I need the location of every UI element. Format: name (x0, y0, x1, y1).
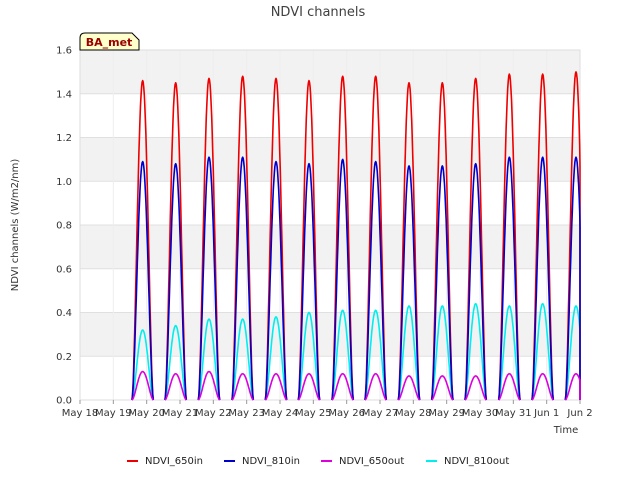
y-tick-label: 1.0 (56, 177, 72, 188)
legend-label: NDVI_810out (444, 456, 509, 467)
site-badge: BA_met (79, 32, 140, 51)
series-line-ndvi-810in (131, 156, 581, 401)
x-tick-label: May 24 (262, 408, 299, 419)
x-tick-label: May 26 (328, 408, 365, 419)
plot-band (80, 225, 580, 269)
legend-label: NDVI_650out (339, 456, 404, 467)
series-layer (131, 71, 581, 401)
y-tick-label: 0.8 (56, 221, 72, 232)
x-tick-label: Jun 2 (566, 408, 592, 419)
x-axis-title: Time (553, 425, 578, 436)
x-tick-label: May 25 (295, 408, 332, 419)
x-tick-label: Jun 1 (533, 408, 559, 419)
chart-title: NDVI channels (271, 5, 366, 20)
x-tick-label: May 28 (395, 408, 432, 419)
x-tick-label: May 20 (128, 408, 165, 419)
plot-bands (80, 50, 580, 357)
y-tick-label: 0.0 (56, 396, 72, 407)
x-tick-label: May 22 (195, 408, 232, 419)
plot-band (80, 50, 580, 94)
y-tick-label: 1.4 (56, 89, 72, 100)
x-tick-label: May 27 (362, 408, 399, 419)
legend-label: NDVI_810in (242, 456, 300, 467)
plot-band (80, 137, 580, 182)
site-badge-box (79, 32, 140, 51)
y-tick-label: 0.4 (56, 308, 72, 319)
y-axis-title: NDVI channels (W/m2/nm) (10, 159, 21, 292)
legend-label: NDVI_650in (145, 456, 203, 467)
x-tick-label: May 19 (95, 408, 132, 419)
series-line-ndvi-650out (131, 370, 581, 401)
x-tick-label: May 31 (495, 408, 532, 419)
series-line-ndvi-650in (131, 71, 581, 401)
x-tick-label: May 30 (462, 408, 499, 419)
y-tick-label: 1.6 (56, 46, 72, 57)
y-tick-label: 0.6 (56, 264, 72, 275)
x-tick-label: May 29 (428, 408, 465, 419)
y-tick-label: 0.2 (56, 352, 72, 363)
y-axis-ticks: 0.0 0.2 0.4 0.6 0.8 1.0 1.2 1.4 1.6 (56, 46, 72, 407)
x-tick-label: May 18 (62, 408, 99, 419)
legend: NDVI_650in NDVI_810in NDVI_650out NDVI_810o… (127, 456, 509, 467)
y-tick-label: 1.2 (56, 133, 72, 144)
plot-band (80, 312, 580, 357)
x-tick-label: May 21 (162, 408, 199, 419)
series-line-ndvi-810out (131, 303, 581, 401)
site-badge-label: BA_met (86, 36, 133, 49)
x-tick-label: May 23 (228, 408, 265, 419)
